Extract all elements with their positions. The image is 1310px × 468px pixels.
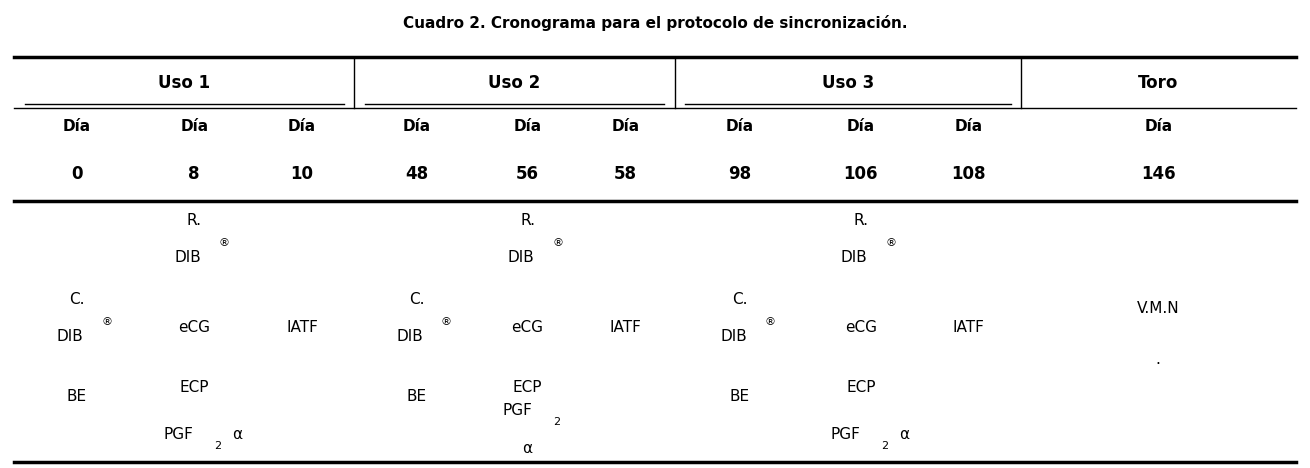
Text: IATF: IATF (952, 320, 985, 335)
Text: α: α (232, 426, 242, 441)
Text: Uso 2: Uso 2 (489, 74, 541, 92)
Text: eCG: eCG (178, 320, 210, 335)
Text: Día: Día (514, 119, 541, 134)
Text: ECP: ECP (846, 380, 875, 395)
Text: Día: Día (181, 119, 208, 134)
Text: R.: R. (520, 212, 534, 227)
Text: eCG: eCG (845, 320, 876, 335)
Text: 108: 108 (951, 165, 986, 183)
Text: .: . (1155, 352, 1161, 367)
Text: 8: 8 (189, 165, 200, 183)
Text: DIB: DIB (56, 329, 84, 344)
Text: 2: 2 (214, 441, 221, 451)
Text: IATF: IATF (286, 320, 318, 335)
Text: α: α (523, 440, 533, 455)
Text: ®: ® (441, 317, 452, 328)
Text: 58: 58 (614, 165, 637, 183)
Text: DIB: DIB (397, 329, 423, 344)
Text: DIB: DIB (721, 329, 747, 344)
Text: ®: ® (886, 238, 896, 249)
Text: V.M.N: V.M.N (1137, 301, 1179, 316)
Text: IATF: IATF (609, 320, 642, 335)
Text: 0: 0 (71, 165, 83, 183)
Text: C.: C. (732, 292, 748, 307)
Text: ®: ® (101, 317, 113, 328)
Text: PGF: PGF (164, 426, 194, 441)
Text: 48: 48 (405, 165, 428, 183)
Text: BE: BE (67, 389, 86, 404)
Text: Uso 3: Uso 3 (821, 74, 874, 92)
Text: ECP: ECP (179, 380, 210, 395)
Text: 106: 106 (844, 165, 878, 183)
Text: α: α (899, 426, 909, 441)
Text: Uso 1: Uso 1 (159, 74, 211, 92)
Text: BE: BE (406, 389, 427, 404)
Text: 56: 56 (516, 165, 538, 183)
Text: PGF: PGF (831, 426, 861, 441)
Text: Día: Día (402, 119, 431, 134)
Text: 98: 98 (728, 165, 752, 183)
Text: DIB: DIB (841, 250, 867, 265)
Text: Día: Día (612, 119, 639, 134)
Text: eCG: eCG (511, 320, 544, 335)
Text: 146: 146 (1141, 165, 1175, 183)
Text: ECP: ECP (512, 380, 542, 395)
Text: R.: R. (187, 212, 202, 227)
Text: PGF: PGF (502, 403, 532, 418)
Text: DIB: DIB (508, 250, 534, 265)
Text: R.: R. (853, 212, 869, 227)
Text: ®: ® (219, 238, 229, 249)
Text: ®: ® (552, 238, 563, 249)
Text: Día: Día (288, 119, 316, 134)
Text: Día: Día (1144, 119, 1172, 134)
Text: 2: 2 (880, 441, 888, 451)
Text: Día: Día (955, 119, 982, 134)
Text: 2: 2 (553, 417, 559, 427)
Text: BE: BE (730, 389, 751, 404)
Text: Cuadro 2. Cronograma para el protocolo de sincronización.: Cuadro 2. Cronograma para el protocolo d… (402, 15, 908, 31)
Text: Día: Día (846, 119, 875, 134)
Text: Día: Día (63, 119, 90, 134)
Text: C.: C. (409, 292, 424, 307)
Text: ®: ® (765, 317, 776, 328)
Text: Día: Día (726, 119, 755, 134)
Text: Toro: Toro (1138, 74, 1179, 92)
Text: DIB: DIB (174, 250, 200, 265)
Text: C.: C. (69, 292, 84, 307)
Text: 10: 10 (291, 165, 313, 183)
